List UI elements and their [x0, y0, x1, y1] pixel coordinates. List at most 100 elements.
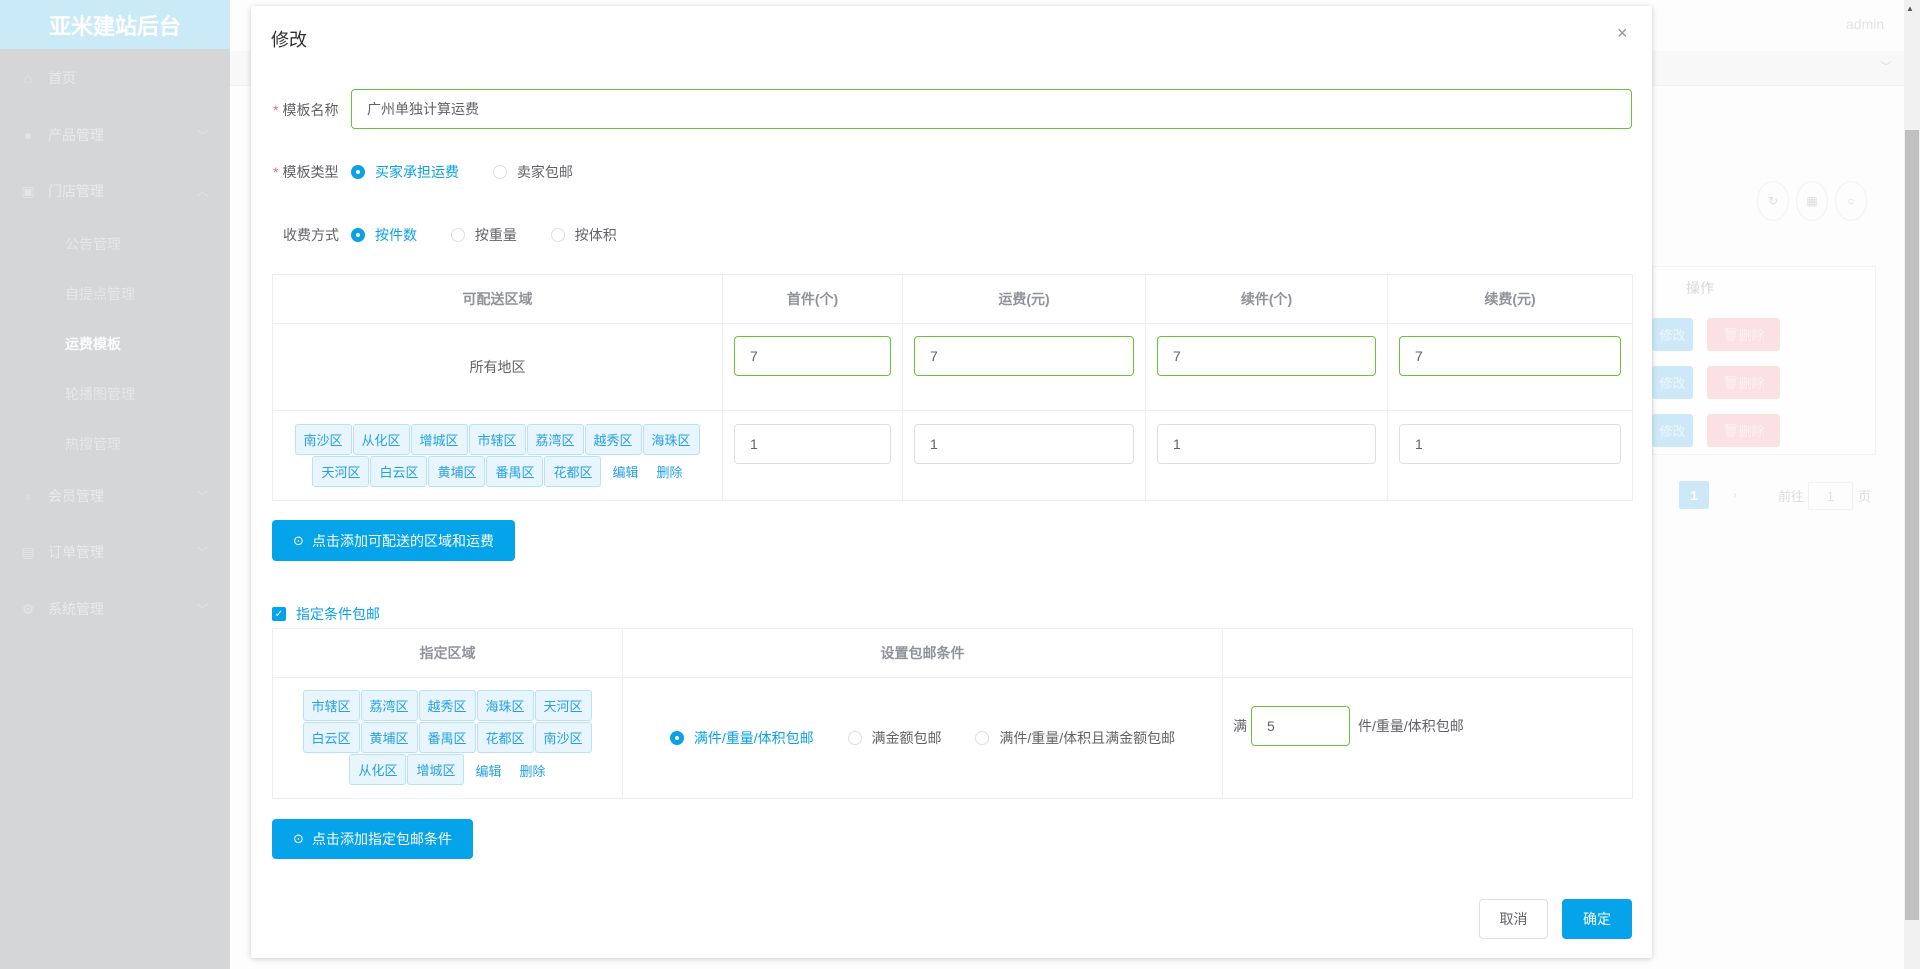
first-item-input[interactable]: 7 [734, 336, 891, 376]
region-tag: 海珠区 [642, 423, 700, 455]
sidebar-item-members[interactable]: ♁ 会员管理 ﹀ [0, 476, 230, 516]
sidebar-item-stores[interactable]: ▣ 门店管理 ︿ [0, 171, 230, 211]
first-fee-input[interactable]: 1 [914, 424, 1134, 464]
sidebar-item-products[interactable]: ● 产品管理 ﹀ [0, 115, 230, 155]
delete-region-link[interactable]: 删除 [656, 465, 683, 480]
edit-dialog: 修改 × * 模板名称 广州单独计算运费 * 模板类型 买家承担运费 卖家包邮 收费… [251, 6, 1652, 958]
radio-label: 满金额包邮 [871, 730, 942, 746]
trash-icon: 🗑 [1722, 422, 1739, 438]
add-region-button[interactable]: ⊙ 点击添加可配送的区域和运费 [272, 520, 515, 561]
extra-fee-input[interactable]: 7 [1399, 336, 1621, 376]
sidebar-subitem[interactable]: 公告管理 [65, 236, 121, 252]
extra-item-input[interactable]: 1 [1157, 424, 1376, 464]
delete-region-link[interactable]: 删除 [519, 763, 546, 779]
sidebar-item-label: 门店管理 [48, 183, 104, 199]
region-tag: 市辖区 [302, 690, 360, 721]
region-tags: 市辖区 荔湾区 越秀区 海珠区 天河区 白云区 黄埔区 番禺区 花都区 南沙区 从化区 增城区 编辑 删除 [273, 690, 622, 786]
delete-button[interactable]: 🗑 删除 [1707, 414, 1780, 447]
region-tag: 南沙区 [534, 722, 592, 753]
sidebar-item-orders[interactable]: ▤ 订单管理 ﹀ [0, 532, 230, 572]
extra-fee-input[interactable]: 1 [1399, 424, 1621, 464]
radio-by-count[interactable]: 按件数 [351, 225, 417, 245]
chevron-down-icon[interactable]: ﹀ [1880, 60, 1893, 74]
column-header: 续件(个) [1145, 274, 1388, 324]
location-pin-icon: ⊙ [293, 831, 304, 846]
grid-icon[interactable]: ▦ [1796, 181, 1828, 221]
template-name-input[interactable]: 广州单独计算运费 [351, 89, 1632, 129]
chevron-down-icon: ﹀ [197, 130, 208, 142]
radio-dot [492, 165, 507, 179]
radio-dot [450, 228, 465, 242]
radio-by-weight[interactable]: 按重量 [450, 225, 517, 245]
confirm-button[interactable]: 确定 [1562, 899, 1632, 939]
radio-condition-amount[interactable]: 满金额包邮 [847, 728, 942, 748]
label-text: 模板名称 [282, 102, 339, 118]
edit-button[interactable]: 修改 [1652, 414, 1693, 447]
column-header [1222, 628, 1633, 678]
sidebar-subitem[interactable]: 自提点管理 [65, 286, 135, 302]
name-label: * 模板名称 [273, 100, 338, 120]
radio-label: 买家承担运费 [375, 164, 459, 180]
radio-dot [351, 165, 365, 179]
table-row: 市辖区 荔湾区 越秀区 海珠区 天河区 白云区 黄埔区 番禺区 花都区 南沙区 从化区 增城区 编辑 删除… [272, 677, 1633, 799]
sidebar-item-label: 系统管理 [48, 601, 104, 617]
sidebar [0, 0, 230, 969]
region-tag: 黄埔区 [360, 722, 418, 753]
edit-region-link[interactable]: 编辑 [612, 465, 639, 480]
radio-label: 满件/重量/体积包邮 [693, 730, 814, 746]
sidebar-item-label: 订单管理 [48, 544, 104, 560]
radio-dot [847, 731, 862, 745]
extra-item-input[interactable]: 7 [1157, 336, 1376, 376]
delete-label: 删除 [1738, 424, 1765, 439]
sidebar-subitem[interactable]: 热搜管理 [65, 436, 121, 452]
sidebar-item-system[interactable]: ⚙ 系统管理 ﹀ [0, 589, 230, 629]
scrollbar-thumb[interactable] [1905, 130, 1919, 920]
document-icon: ▤ [21, 543, 35, 560]
free-condition-input[interactable]: 5 [1251, 706, 1350, 746]
radio-label: 满件/重量/体积且满金额包邮 [999, 730, 1176, 746]
button-label: 点击添加指定包邮条件 [311, 831, 452, 847]
sidebar-item-label: 会员管理 [48, 488, 104, 504]
free-shipping-checkbox[interactable]: ✓ 指定条件包邮 [272, 604, 380, 624]
first-item-input[interactable]: 1 [734, 424, 891, 464]
close-icon[interactable]: × [1617, 23, 1628, 43]
radio-by-volume[interactable]: 按体积 [550, 225, 617, 245]
home-icon: ⌂ [23, 70, 33, 86]
column-header: 运费(元) [902, 274, 1146, 324]
refresh-icon[interactable]: ↻ [1757, 181, 1789, 221]
region-tag: 黄埔区 [428, 455, 486, 487]
edit-button[interactable]: 修改 [1652, 366, 1693, 399]
region-tag: 增城区 [410, 423, 468, 455]
column-header: 设置包邮条件 [622, 628, 1223, 678]
page-current[interactable]: 1 [1679, 481, 1709, 509]
page-suffix: 页 [1858, 489, 1872, 504]
chevron-right-icon[interactable]: › [1733, 488, 1737, 502]
add-free-condition-button[interactable]: ⊙ 点击添加指定包邮条件 [272, 819, 473, 859]
table-row: 所有地区 7 7 7 7 [272, 323, 1633, 411]
first-fee-input[interactable]: 7 [914, 336, 1134, 376]
scroll-up-arrow-icon[interactable]: ▲ [1906, 4, 1914, 13]
sidebar-subitem-active[interactable]: 运费模板 [65, 336, 121, 352]
sidebar-item-home[interactable]: ⌂ 首页 [0, 58, 230, 98]
search-icon[interactable]: ○ [1835, 181, 1867, 221]
chevron-down-icon: ﹀ [197, 491, 208, 503]
radio-buyer-pays[interactable]: 买家承担运费 [351, 162, 459, 182]
radio-seller-free[interactable]: 卖家包邮 [492, 162, 573, 182]
radio-condition-quantity[interactable]: 满件/重量/体积包邮 [669, 728, 814, 748]
user-name[interactable]: admin [1846, 16, 1885, 32]
edit-button[interactable]: 修改 [1652, 318, 1693, 351]
checkbox-checked-icon: ✓ [272, 607, 286, 621]
free-shipping-table: 指定区域 设置包邮条件 市辖区 荔湾区 越秀区 海珠区 天河区 白云区 黄埔区 番禺区 花都区南… [272, 628, 1633, 799]
radio-condition-both[interactable]: 满件/重量/体积且满金额包邮 [975, 728, 1175, 748]
goto-page-input[interactable]: 1 [1808, 482, 1853, 510]
condition-cell: 满件/重量/体积包邮 满金额包邮 满件/重量/体积且满金额包邮 [622, 677, 1223, 799]
sidebar-subitem[interactable]: 轮播图管理 [65, 386, 135, 402]
shop-icon: ▣ [21, 182, 35, 199]
delete-button[interactable]: 🗑 删除 [1707, 366, 1780, 399]
cancel-button[interactable]: 取消 [1479, 899, 1548, 939]
region-tag: 花都区 [544, 455, 602, 487]
edit-region-link[interactable]: 编辑 [475, 763, 502, 779]
table-header-row: 可配送区域 首件(个) 运费(元) 续件(个) 续费(元) [272, 274, 1633, 324]
delete-button[interactable]: 🗑 删除 [1707, 318, 1780, 351]
region-tags-cell: 市辖区 荔湾区 越秀区 海珠区 天河区 白云区 黄埔区 番禺区 花都区 南沙区 从化区 增城区 编辑 删除 [272, 677, 623, 799]
